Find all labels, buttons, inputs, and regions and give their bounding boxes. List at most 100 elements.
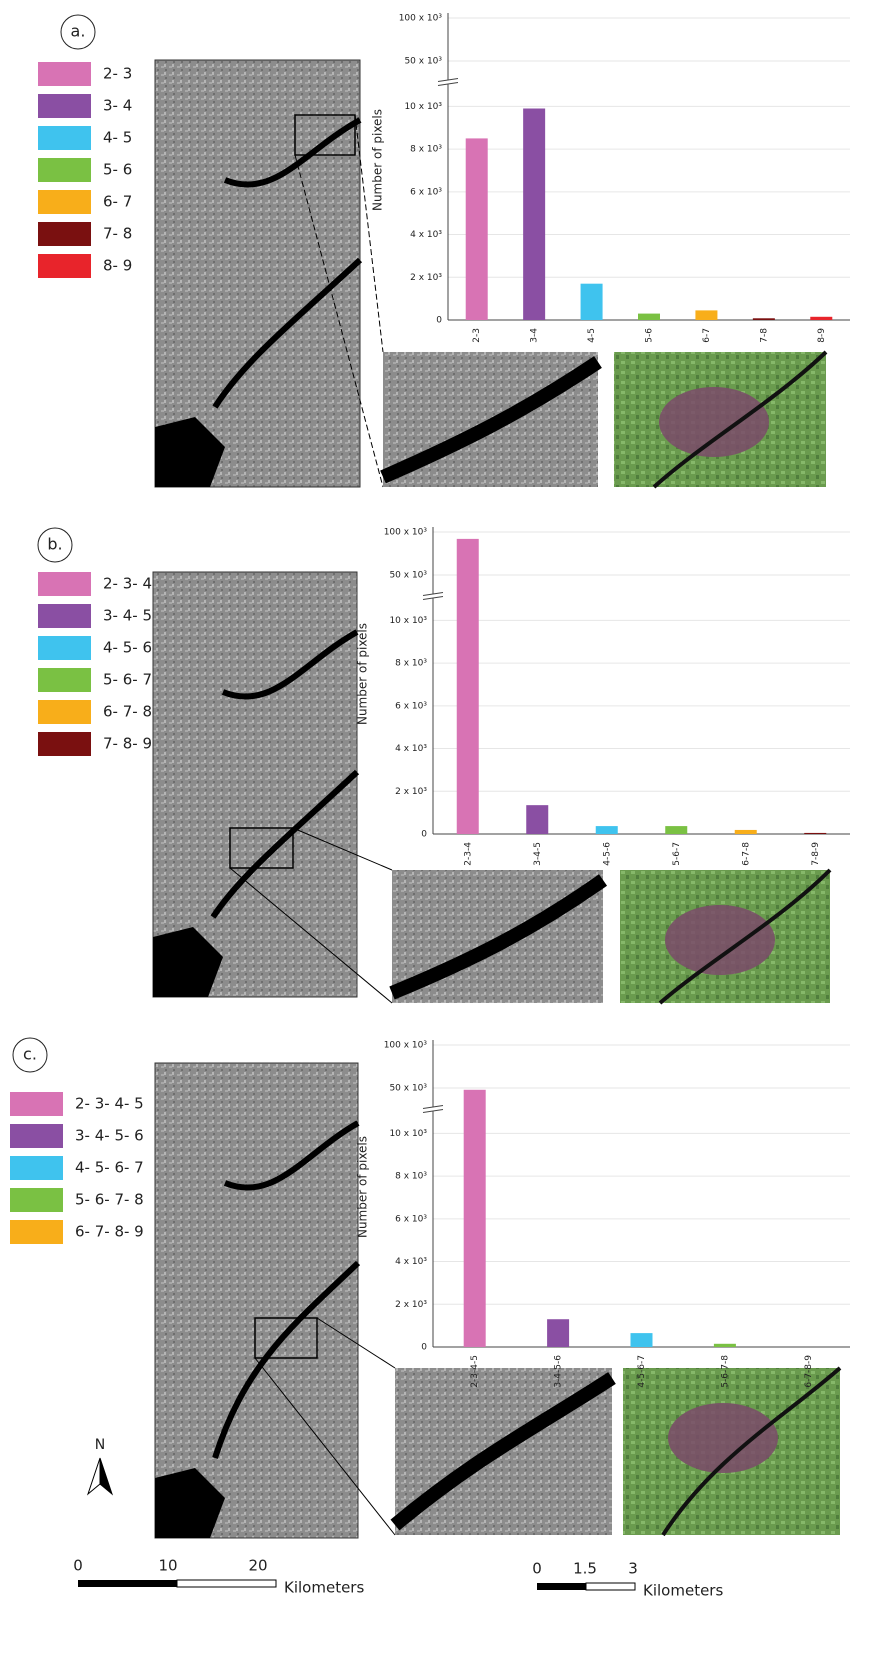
bar	[465, 138, 488, 320]
y-tick-label: 0	[436, 316, 442, 326]
zoom-line	[316, 1317, 396, 1369]
scale-label: 20	[248, 1557, 267, 1575]
legend-swatch	[38, 94, 91, 118]
bar	[523, 108, 546, 320]
axis-break-gap	[429, 594, 437, 599]
inset-water	[380, 356, 602, 484]
panel-label-circle	[60, 14, 96, 50]
legend-swatch	[10, 1156, 63, 1180]
zoom-line	[254, 1357, 396, 1536]
bar	[665, 826, 688, 834]
bar	[463, 1089, 486, 1347]
inset-river	[652, 350, 828, 489]
y-tick-label: 4 x 10³	[410, 230, 442, 240]
scale-label: 1.5	[573, 1560, 597, 1578]
legend-label: 2- 3- 4- 5	[75, 1095, 144, 1113]
y-tick-label: 50 x 10³	[389, 1084, 427, 1094]
lake	[155, 417, 225, 487]
legend-label: 8- 9	[103, 257, 132, 275]
north-arrow: N	[86, 1437, 114, 1496]
lake	[153, 927, 223, 997]
legend-label: 4- 5	[103, 129, 132, 147]
legend-label: 7- 8- 9	[103, 735, 152, 753]
legend-swatch	[10, 1188, 63, 1212]
scale-unit: Kilometers	[643, 1582, 723, 1600]
y-tick-label: 8 x 10³	[395, 659, 427, 669]
legend-swatch	[38, 636, 91, 660]
bar	[595, 826, 618, 834]
y-tick-label: 50 x 10³	[389, 571, 427, 581]
legend-swatch	[38, 190, 91, 214]
x-tick-label: 4-5-6-7	[637, 1355, 647, 1388]
zoom-line	[229, 867, 393, 1004]
x-tick-label: 6-7-8-9	[804, 1355, 814, 1388]
panel-label: b.	[47, 535, 62, 554]
y-tick-label: 8 x 10³	[410, 145, 442, 155]
scale-unit: Kilometers	[284, 1579, 364, 1597]
scale-bar-white	[585, 1582, 636, 1591]
scale-label: 3	[628, 1560, 638, 1578]
y-tick-label: 10 x 10³	[404, 102, 442, 112]
legend-swatch	[38, 62, 91, 86]
axis-break	[422, 592, 444, 596]
y-tick-label: 50 x 10³	[404, 57, 442, 67]
legend-label: 6- 7- 8	[103, 703, 152, 721]
legend-label: 7- 8	[103, 225, 132, 243]
y-tick-label: 6 x 10³	[410, 187, 442, 197]
y-tick-label: 2 x 10³	[395, 1300, 427, 1310]
legend-swatch	[38, 126, 91, 150]
x-tick-label: 3-4	[530, 328, 540, 343]
bar	[580, 283, 603, 320]
bar	[638, 313, 660, 320]
legend-swatch	[38, 700, 91, 724]
y-tick-label: 10 x 10³	[389, 1129, 427, 1139]
legend-label: 5- 6- 7	[103, 671, 152, 689]
axis-break-gap	[444, 80, 452, 85]
inset-river	[658, 868, 832, 1005]
legend-swatch	[38, 668, 91, 692]
legend-swatch	[38, 254, 91, 278]
legend-swatch	[38, 732, 91, 756]
bar	[547, 1319, 570, 1347]
x-tick-label: 4-5	[587, 328, 597, 343]
inset-water	[390, 1372, 616, 1531]
river	[212, 1120, 361, 1459]
y-axis-label: Number of pixels	[356, 623, 370, 725]
inset-field	[665, 905, 775, 975]
x-tick-label: 5-6-7-8	[720, 1355, 730, 1388]
bar	[804, 832, 827, 834]
x-tick-label: 3-4-5-6	[554, 1355, 564, 1388]
x-tick-label: 7-8	[759, 328, 769, 343]
y-tick-label: 2 x 10³	[395, 787, 427, 797]
panel-label-circle	[12, 1037, 48, 1073]
y-tick-label: 2 x 10³	[410, 273, 442, 283]
y-tick-label: 100 x 10³	[384, 1041, 428, 1051]
axis-break	[422, 1109, 444, 1113]
y-tick-label: 8 x 10³	[395, 1172, 427, 1182]
y-tick-label: 6 x 10³	[395, 701, 427, 711]
x-tick-label: 8-9	[817, 328, 827, 343]
y-tick-label: 100 x 10³	[384, 528, 428, 538]
legend-swatch	[38, 572, 91, 596]
inset-river	[661, 1366, 842, 1537]
y-tick-label: 0	[421, 1343, 427, 1353]
legend-swatch	[38, 158, 91, 182]
panel-label: a.	[71, 22, 86, 41]
zoom-box	[294, 114, 356, 156]
map-image	[154, 59, 361, 488]
scale-label: 0	[73, 1557, 83, 1575]
x-tick-label: 2-3	[472, 328, 482, 343]
bar	[526, 805, 549, 834]
y-tick-label: 10 x 10³	[389, 616, 427, 626]
x-tick-label: 2-3-4-5	[470, 1355, 480, 1388]
inset-field	[659, 387, 769, 457]
zoom-line	[294, 154, 384, 488]
x-tick-label: 6-7-8	[741, 842, 751, 866]
legend-label: 3- 4- 5	[103, 607, 152, 625]
map-image	[152, 571, 358, 998]
lake	[155, 1468, 225, 1538]
scale-label: 0	[532, 1560, 542, 1578]
legend-label: 3- 4	[103, 97, 132, 115]
bar	[752, 318, 775, 320]
legend-label: 2- 3- 4	[103, 575, 152, 593]
